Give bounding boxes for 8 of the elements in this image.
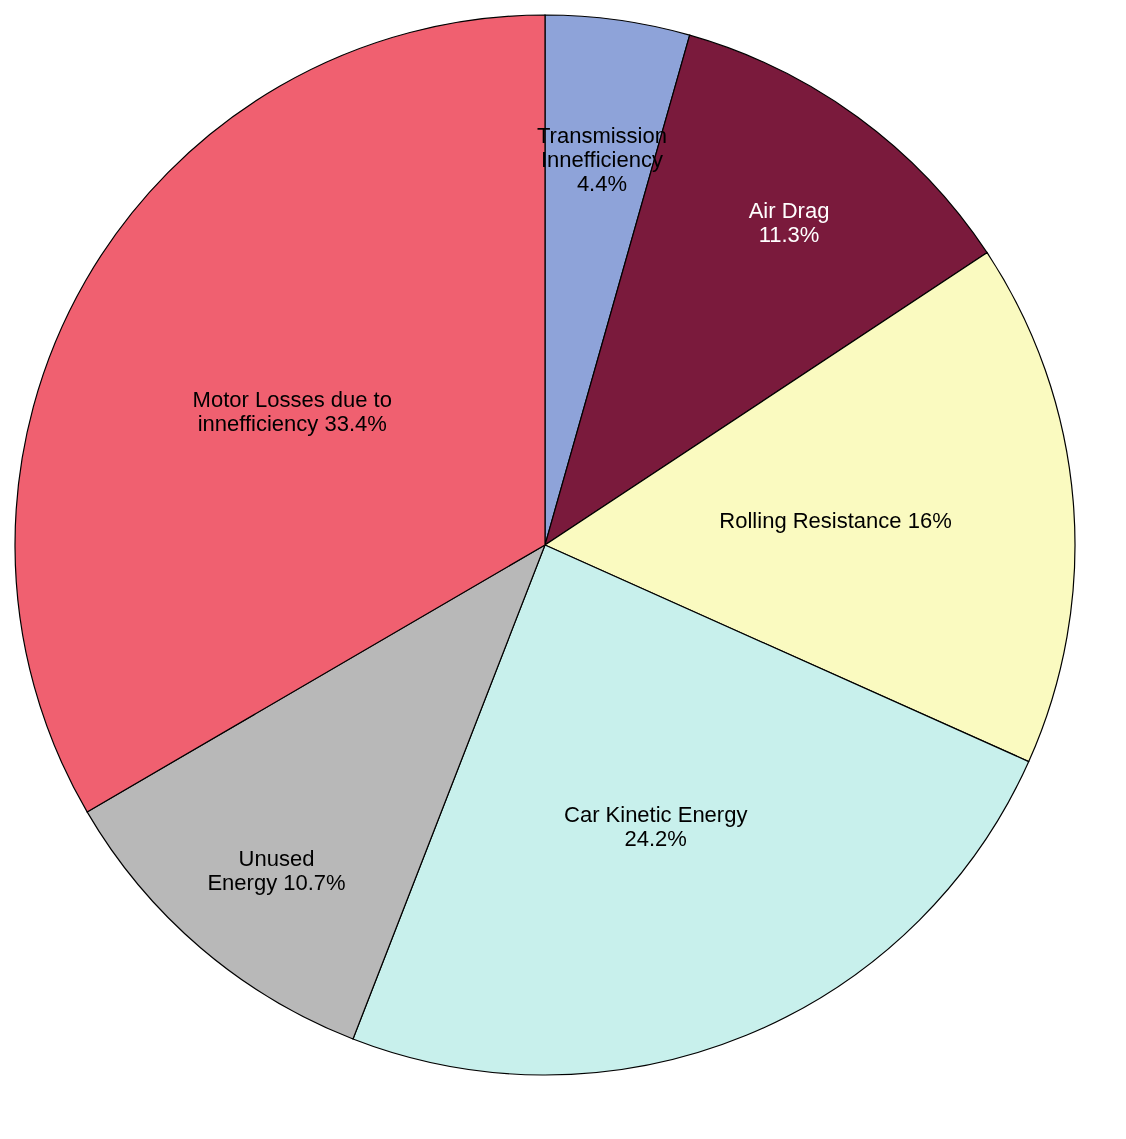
slice-label: Air Drag	[748, 198, 830, 224]
slice-label: Unused Energy 10.7%	[207, 846, 346, 896]
slice-label: Rolling Resistance 16%	[719, 508, 952, 534]
data-label: 11.3%	[758, 222, 820, 248]
slice-label: Car Kinetic Energy	[563, 801, 748, 827]
data-label: 24.2%	[624, 825, 687, 851]
data-label: 4.4%	[576, 170, 628, 196]
slice-label: Motor Losses due to innefficiency 33.4%	[192, 386, 392, 436]
